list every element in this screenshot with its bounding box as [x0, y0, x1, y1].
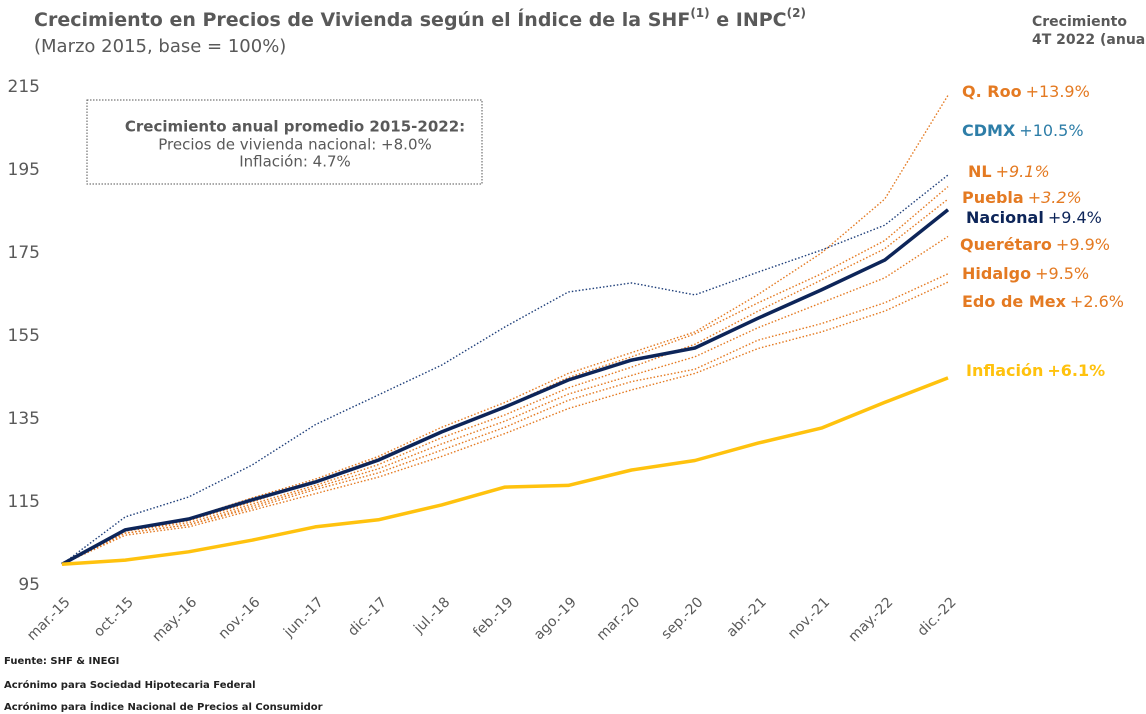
series-name: Inflación: [966, 361, 1043, 380]
subtitle: (Marzo 2015, base = 100%): [34, 36, 286, 57]
title-sup: (2): [787, 6, 806, 20]
y-tick-label: 95: [18, 575, 40, 595]
right-header: Crecimiento: [1032, 14, 1127, 30]
series-line: [61, 174, 949, 565]
series-label: Hidalgo +9.5%: [962, 264, 1089, 283]
x-tick-label: jun.-17: [280, 594, 327, 641]
series-growth: +10.5%: [1019, 121, 1083, 140]
series-label: Inflación +6.1%: [966, 361, 1105, 380]
series-line: [61, 376, 949, 567]
x-tick-label: ago.-19: [531, 594, 580, 643]
footnote: Fuente: SHF & INEGI: [4, 656, 119, 667]
annotation: Crecimiento anual promedio 2015-2022:: [125, 118, 465, 136]
series-line: [61, 198, 949, 565]
series-name: Edo de Mex: [962, 292, 1067, 311]
title-main: Crecimiento en Precios de Vivienda según…: [34, 8, 690, 31]
x-tick-label: abr.-21: [724, 594, 770, 640]
series-label: Nacional +9.4%: [966, 208, 1102, 227]
series-label: Q. Roo +13.9%: [962, 82, 1090, 101]
x-tick-label: jul.-18: [410, 594, 453, 637]
series-name: NL: [968, 162, 992, 181]
footnote: Acrónimo para Sociedad Hipotecaria Feder…: [4, 679, 256, 691]
series-line: [61, 235, 949, 565]
series-growth: +3.2%: [1028, 188, 1082, 207]
series-line: [61, 186, 949, 565]
series-growth: +9.4%: [1048, 208, 1102, 227]
series-name: Puebla: [962, 188, 1024, 207]
annotation-box: [86, 99, 483, 185]
x-tick-label: may.-22: [846, 594, 897, 645]
series-line: [61, 273, 949, 565]
series-name: CDMX: [962, 121, 1016, 140]
series-label: Edo de Mex +2.6%: [962, 292, 1124, 311]
y-tick-label: 175: [8, 243, 40, 263]
x-tick-label: nov.-16: [215, 594, 263, 642]
series-name: Q. Roo: [962, 82, 1022, 101]
x-tick-label: nov.-21: [785, 594, 833, 642]
series-growth: +9.9%: [1056, 235, 1110, 254]
x-tick-label: dic.-17: [345, 594, 390, 639]
x-tick-label: oct.-15: [91, 594, 137, 640]
annotation: Precios de vivienda nacional: +8.0%: [158, 136, 432, 154]
annotation: Inflación: 4.7%: [239, 153, 351, 171]
x-tick-label: may.-16: [149, 594, 200, 645]
right-header: 4T 2022 (anualizado): [1032, 32, 1146, 48]
footnote: Acrónimo para Índice Nacional de Precios…: [4, 700, 323, 713]
series-label: Puebla +3.2%: [962, 188, 1082, 207]
series-growth: +6.1%: [1047, 361, 1105, 380]
y-tick-label: 215: [8, 77, 40, 97]
series-label: Querétaro +9.9%: [960, 235, 1110, 254]
title-sup: (1): [690, 6, 709, 20]
y-tick-label: 115: [8, 492, 40, 512]
title-mid: e INPC: [710, 9, 787, 31]
chart-title: Crecimiento en Precios de Vivienda según…: [34, 6, 806, 31]
series-label: CDMX +10.5%: [962, 121, 1084, 140]
x-tick-label: mar.-15: [24, 594, 74, 644]
series-growth: +9.1%: [996, 162, 1050, 181]
series-name: Hidalgo: [962, 264, 1031, 283]
y-tick-label: 195: [8, 160, 40, 180]
x-tick-label: dic.-22: [915, 594, 960, 639]
series-label: NL +9.1%: [968, 162, 1050, 181]
series-name: Querétaro: [960, 235, 1052, 254]
series-growth: +2.6%: [1070, 292, 1124, 311]
x-tick-label: sep.-20: [658, 594, 706, 642]
x-tick-label: mar.-20: [594, 594, 644, 644]
series-line: [61, 208, 950, 566]
y-tick-label: 135: [8, 409, 40, 429]
y-tick-label: 155: [8, 326, 40, 346]
series-growth: +13.9%: [1026, 82, 1090, 101]
series-name: Nacional: [966, 208, 1044, 227]
x-tick-label: feb.-19: [470, 594, 516, 640]
series-line: [61, 281, 949, 565]
series-growth: +9.5%: [1035, 264, 1089, 283]
